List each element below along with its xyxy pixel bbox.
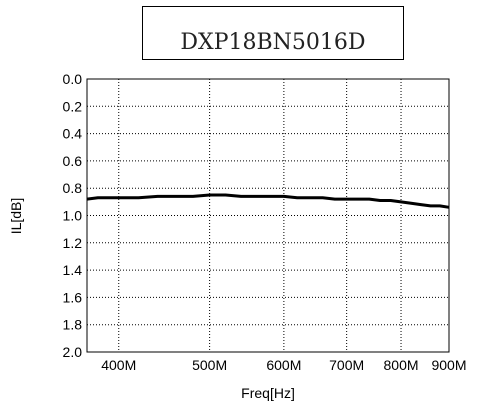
y-tick-label: 1.2 <box>63 235 83 251</box>
x-tick-label: 400M <box>101 357 136 373</box>
series-line <box>86 193 450 209</box>
x-tick-label: 500M <box>192 357 227 373</box>
y-tick-labels: 0.0 0.2 0.4 0.6 0.8 1.0 1.2 1.4 1.6 1.8 2.0 <box>63 71 83 360</box>
grid-lines <box>87 79 449 352</box>
x-tick-label: 800M <box>384 357 419 373</box>
x-tick-label: 900M <box>431 357 466 373</box>
y-tick-label: 1.4 <box>63 262 83 278</box>
y-tick-label: 1.8 <box>63 317 83 333</box>
series-layer <box>86 193 450 209</box>
x-tick-label: 600M <box>266 357 301 373</box>
y-tick-label: 0.6 <box>63 153 83 169</box>
chart-title: DXP18BN5016D <box>142 6 404 60</box>
x-tick-label: 700M <box>329 357 364 373</box>
x-axis-label: Freq[Hz] <box>241 385 295 401</box>
x-tick-labels: 400M 500M 600M 700M 800M 900M <box>101 357 466 373</box>
y-tick-label: 1.6 <box>63 289 83 305</box>
y-tick-label: 0.0 <box>63 71 83 87</box>
y-tick-label: 0.4 <box>63 126 83 142</box>
plot-area-frame <box>86 78 450 353</box>
y-tick-label: 0.8 <box>63 180 83 196</box>
y-tick-label: 0.2 <box>63 98 83 114</box>
y-tick-label: 2.0 <box>63 344 83 360</box>
y-axis-label: IL[dB] <box>8 198 24 235</box>
y-tick-label: 1.0 <box>63 208 83 224</box>
